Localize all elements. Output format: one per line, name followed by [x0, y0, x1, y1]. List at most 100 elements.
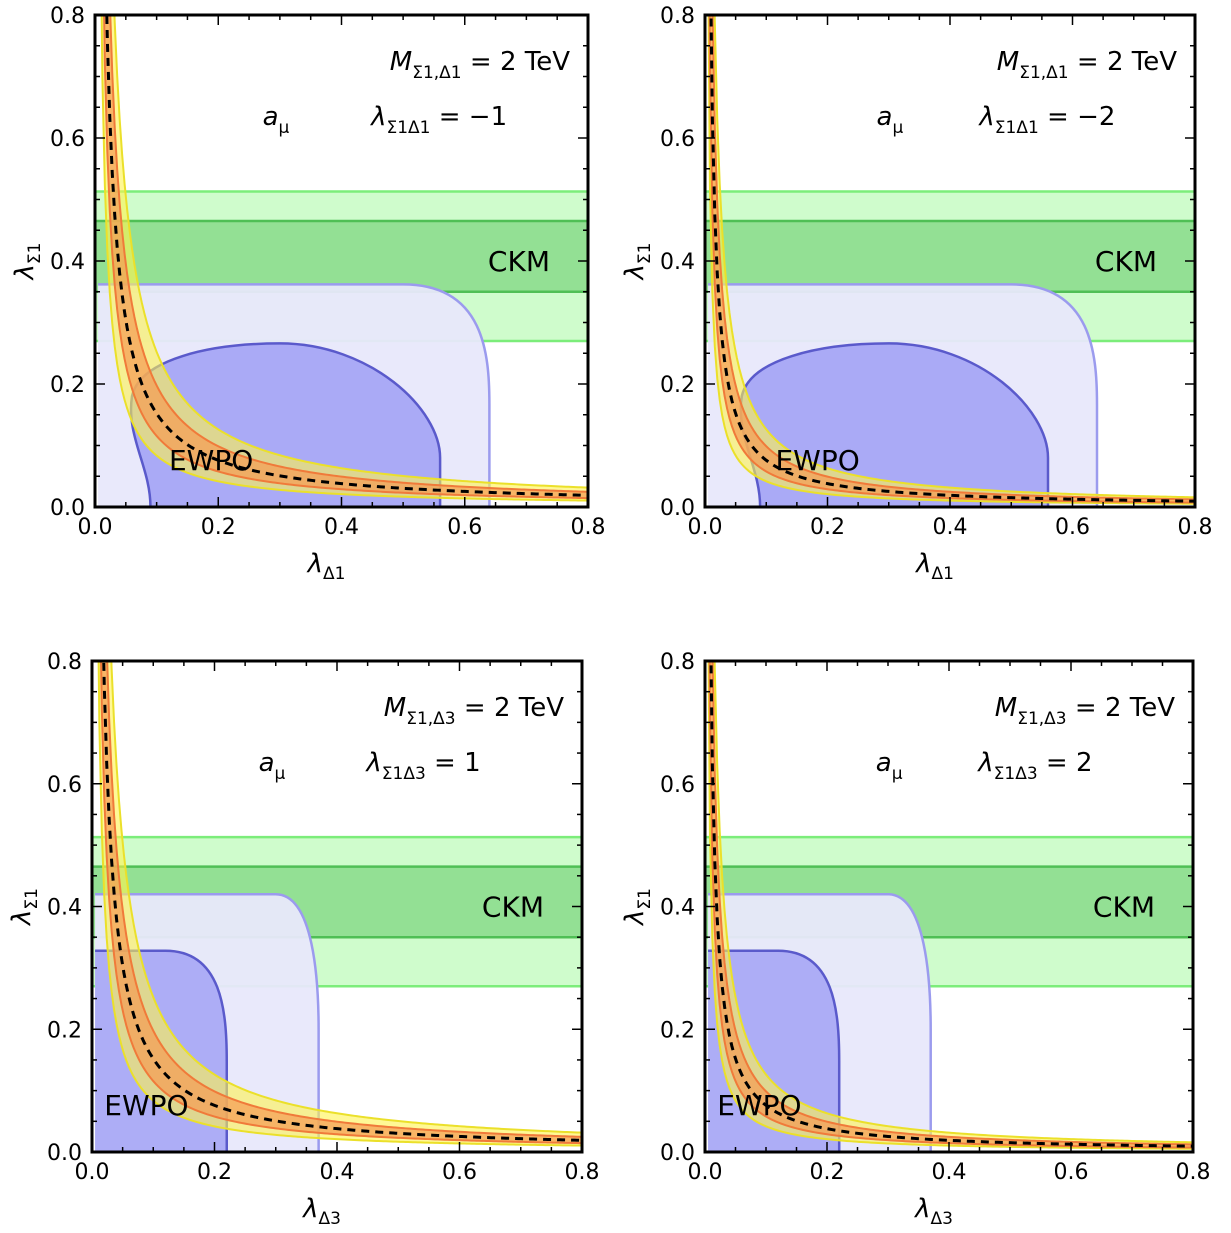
- amu-band-edge: [707, 661, 1193, 1150]
- y-axis-label: λΣ1: [10, 243, 45, 282]
- x-tick-label: 0.8: [571, 515, 606, 540]
- amu-band-orange: [709, 15, 1195, 503]
- y-tick-label: 0.0: [660, 1141, 695, 1166]
- x-tick-label: 0.0: [78, 515, 113, 540]
- y-tick-label: 0.2: [47, 1018, 82, 1043]
- x-tick-label: 0.0: [688, 515, 723, 540]
- amu-band-edge: [711, 661, 1193, 1146]
- ckm-label: CKM: [482, 891, 544, 924]
- x-tick-label: 0.2: [201, 515, 236, 540]
- y-axis-label: λΣ1: [620, 243, 655, 282]
- y-tick-label: 0.2: [50, 373, 85, 398]
- amu-band-edge: [103, 15, 588, 500]
- ckm-label: CKM: [1093, 891, 1155, 924]
- ewpo-label: EWPO: [775, 444, 859, 477]
- x-tick-label: 0.4: [933, 515, 968, 540]
- y-tick-label: 0.0: [47, 1141, 82, 1166]
- x-tick-label: 0.6: [442, 1160, 477, 1185]
- ewpo-region-dark-edge: [708, 949, 841, 1152]
- amu-band-edge: [100, 661, 582, 1145]
- x-tick-label: 0.8: [565, 1160, 600, 1185]
- ckm-label: CKM: [488, 245, 550, 278]
- y-tick-label: 0.8: [660, 4, 695, 29]
- x-tick-label: 0.2: [810, 1160, 845, 1185]
- y-tick-label: 0.6: [47, 773, 82, 798]
- x-tick-label: 0.6: [1054, 1160, 1089, 1185]
- ewpo-label: EWPO: [104, 1089, 188, 1122]
- mass-annotation: MΣ1,Δ3 = 2 TeV: [384, 693, 564, 729]
- amu-band-edge: [708, 15, 1195, 504]
- y-tick-label: 0.8: [660, 650, 695, 675]
- y-tick-label: 0.6: [50, 127, 85, 152]
- amu-band-edge: [97, 661, 582, 1147]
- ewpo-region-dark-edge: [95, 949, 228, 1152]
- y-axis-label: λΣ1: [7, 888, 42, 927]
- amu-label: aμ: [877, 102, 904, 138]
- amu-central-line: [709, 15, 1195, 503]
- amu-label: aμ: [876, 748, 903, 784]
- ewpo-label: EWPO: [169, 444, 253, 477]
- amu-band-edge: [113, 15, 588, 489]
- amu-band-edge: [713, 661, 1193, 1144]
- ticks: [91, 660, 583, 1153]
- x-tick-label: 0.4: [320, 1160, 355, 1185]
- mass-annotation: MΣ1,Δ1 = 2 TeV: [390, 47, 570, 83]
- amu-band-edge: [106, 661, 582, 1138]
- ewpo-region-dark-edge: [129, 342, 442, 507]
- plot-area: [92, 661, 582, 1152]
- ewpo-label: EWPO: [717, 1089, 801, 1122]
- amu-label: aμ: [263, 102, 290, 138]
- ticks: [94, 14, 589, 508]
- y-axis-label: λΣ1: [620, 888, 655, 927]
- panel-2: 0.0 0.2 0.4 0.6 0.8 0.0 0.2 0.4 0.6 0.8 λΔ1 λΣ1 MΣ1,…: [620, 4, 1213, 584]
- amu-band-edge: [707, 15, 1195, 505]
- amu-central-line: [102, 661, 582, 1142]
- x-tick-label: 0.8: [1176, 1160, 1211, 1185]
- x-tick-label: 0.6: [1055, 515, 1090, 540]
- mass-annotation: MΣ1,Δ1 = 2 TeV: [997, 47, 1177, 83]
- y-tick-label: 0.4: [47, 896, 82, 921]
- ewpo-region-light-edge: [708, 892, 932, 1152]
- y-tick-label: 0.8: [47, 650, 82, 675]
- ckm-band-dark: [95, 221, 588, 292]
- panel-4: 0.0 0.2 0.4 0.6 0.8 0.0 0.2 0.4 0.6 0.8 λΔ3 λΣ1 MΣ1,…: [620, 650, 1211, 1229]
- y-tick-label: 0.6: [660, 773, 695, 798]
- x-tick-label: 0.4: [932, 1160, 967, 1185]
- x-tick-label: 0.2: [810, 515, 845, 540]
- amu-central-line: [105, 15, 588, 497]
- x-axis-label: λΔ3: [913, 1194, 953, 1229]
- x-axis-label: λΔ1: [914, 549, 954, 584]
- ewpo-region-light-edge: [708, 283, 1099, 507]
- ewpo-region-light-edge: [95, 892, 320, 1152]
- x-tick-label: 0.0: [688, 1160, 723, 1185]
- coupling-annotation: λΣ1Δ3 = 2: [976, 748, 1092, 784]
- ewpo-region-light-edge: [98, 283, 491, 507]
- ckm-label: CKM: [1095, 245, 1157, 278]
- coupling-annotation: λΣ1Δ1 = −1: [369, 102, 507, 138]
- amu-label: aμ: [259, 748, 286, 784]
- amu-band-edge: [100, 15, 588, 502]
- panel-1: 0.0 0.2 0.4 0.6 0.8 0.0 0.2 0.4 0.6 0.8 λΔ1 λΣ1 MΣ1,…: [10, 4, 606, 584]
- x-tick-label: 0.2: [197, 1160, 232, 1185]
- y-tick-label: 0.4: [660, 896, 695, 921]
- x-tick-label: 0.0: [75, 1160, 110, 1185]
- plot-area: [705, 15, 1195, 507]
- x-tick-label: 0.6: [447, 515, 482, 540]
- y-tick-label: 0.4: [50, 250, 85, 275]
- amu-central-line: [709, 661, 1193, 1148]
- amu-band-edge: [110, 661, 582, 1134]
- x-tick-label: 0.8: [1178, 515, 1213, 540]
- panel-3: 0.0 0.2 0.4 0.6 0.8 0.0 0.2 0.4 0.6 0.8 λΔ3 λΣ1 MΣ1,…: [7, 650, 600, 1229]
- y-tick-label: 0.2: [660, 373, 695, 398]
- x-tick-label: 0.4: [324, 515, 359, 540]
- plot-area: [95, 15, 588, 507]
- ticks: [704, 660, 1194, 1153]
- amu-band-edge: [713, 15, 1195, 499]
- x-axis-label: λΔ3: [301, 1194, 341, 1229]
- y-tick-label: 0.0: [660, 496, 695, 521]
- mass-annotation: MΣ1,Δ3 = 2 TeV: [995, 693, 1175, 729]
- y-tick-label: 0.6: [660, 127, 695, 152]
- x-axis-label: λΔ1: [306, 549, 346, 584]
- y-tick-label: 0.8: [50, 4, 85, 29]
